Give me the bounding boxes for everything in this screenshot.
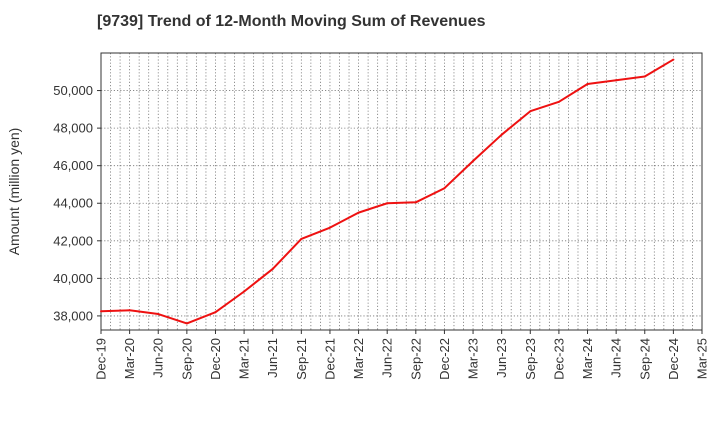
data-point [386,202,389,205]
y-tick-label: 42,000 [53,233,93,248]
x-tick-label: Mar-24 [580,338,595,379]
x-tick-label: Dec-19 [94,338,109,380]
x-tick-label: Mar-21 [237,338,252,379]
data-point [100,310,102,313]
x-tick-label: Jun-24 [609,338,624,378]
x-tick-label: Mar-20 [122,338,137,379]
x-tick-label: Dec-23 [551,338,566,380]
data-point [586,82,589,85]
data-point [328,226,331,229]
y-tick-label: 46,000 [53,158,93,173]
y-tick-label: 40,000 [53,271,93,286]
y-tick-label: 50,000 [53,83,93,98]
x-tick-label: Sep-22 [408,338,423,380]
y-tick-label: 38,000 [53,308,93,323]
data-point [500,133,503,136]
data-point [271,267,274,270]
y-axis-label: Amount (million yen) [6,128,22,256]
y-tick-label: 44,000 [53,196,93,211]
plot-frame [100,52,703,331]
y-tick-label: 48,000 [53,121,93,136]
data-point [185,322,188,325]
x-tick-label: Sep-20 [179,338,194,380]
data-point [615,79,618,82]
data-point [672,58,675,61]
data-point [557,100,560,103]
x-tick-label: Dec-21 [322,338,337,380]
chart-title: [9739] Trend of 12-Month Moving Sum of R… [97,13,486,30]
data-point [472,159,475,162]
data-point [357,211,360,214]
x-tick-label: Jun-23 [494,338,509,378]
x-tick-label: Sep-21 [294,338,309,380]
x-tick-label: Dec-22 [437,338,452,380]
x-tick-label: Mar-22 [351,338,366,379]
data-point [157,313,160,316]
data-point [529,110,532,113]
x-tick-label: Jun-21 [265,338,280,378]
plot-area [101,53,702,330]
x-tick-label: Mar-25 [695,338,710,379]
x-tick-label: Sep-24 [637,338,652,380]
data-point [243,290,246,293]
data-point [214,311,217,314]
x-tick-label: Dec-20 [208,338,223,380]
data-point [643,75,646,78]
data-point [128,309,131,312]
data-point [414,201,417,204]
x-tick-label: Jun-22 [380,338,395,378]
x-tick-label: Sep-23 [523,338,538,380]
data-point [443,187,446,190]
x-tick-label: Mar-23 [466,338,481,379]
x-tick-label: Dec-24 [666,338,681,380]
data-point [300,237,303,240]
x-tick-label: Jun-20 [151,338,166,378]
